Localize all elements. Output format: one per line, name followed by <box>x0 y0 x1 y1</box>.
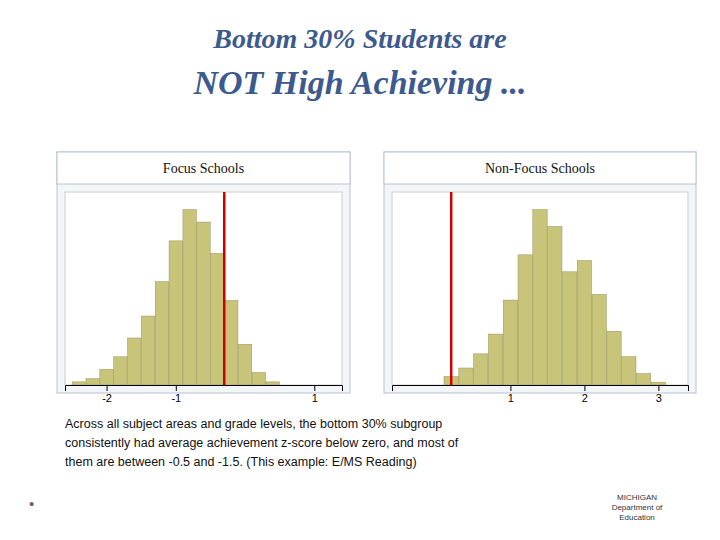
bar <box>562 272 576 385</box>
marks <box>72 192 279 385</box>
reference-line <box>223 192 226 385</box>
x-tick-mark <box>658 385 659 391</box>
x-axis-line <box>393 386 689 392</box>
x-tick-label: 1 <box>508 392 514 404</box>
bar <box>100 369 113 385</box>
bar <box>197 222 210 385</box>
x-tick-label: -2 <box>102 392 112 404</box>
plot-frame <box>392 192 688 385</box>
x-axis: -2 -1 1 <box>66 385 343 404</box>
bar <box>518 255 532 385</box>
bar <box>72 382 85 385</box>
x-tick: 3 <box>656 385 662 404</box>
x-tick-mark <box>107 385 108 391</box>
panel-title: Focus Schools <box>163 161 244 176</box>
title: Bottom 30% Students are NOT High Achievin… <box>192 23 526 101</box>
title-line: Bottom 30% Students are <box>212 23 506 54</box>
bar <box>266 382 279 385</box>
x-tick: 1 <box>312 385 318 404</box>
x-axis: 1 2 3 <box>393 385 689 404</box>
x-tick: 2 <box>582 385 588 404</box>
bar <box>224 300 237 385</box>
bullet: • <box>29 495 34 512</box>
bar <box>488 334 502 385</box>
x-tick: -1 <box>171 385 181 404</box>
bar <box>141 316 154 385</box>
description: Across all subject areas and grade level… <box>65 417 459 469</box>
annotation-line: Education <box>619 513 655 522</box>
bar <box>155 282 168 385</box>
bar <box>474 354 488 385</box>
x-tick-mark <box>176 385 177 391</box>
bar <box>252 372 265 385</box>
logo-text: MICHIGANDepartment ofEducation <box>612 493 663 522</box>
panel-box <box>384 152 696 393</box>
x-tick-mark <box>510 385 511 391</box>
annotation-line: consistently had average achievement z-s… <box>65 436 459 450</box>
bar <box>183 210 196 385</box>
marks <box>444 192 666 385</box>
bar <box>238 344 251 385</box>
panel: Focus Schools -2 -1 1 <box>57 152 350 404</box>
bar <box>636 374 650 385</box>
plot-frame <box>65 192 342 385</box>
bar <box>86 379 99 385</box>
x-tick: -2 <box>102 385 112 404</box>
bar <box>533 210 547 385</box>
panel: Non-Focus Schools 1 2 3 <box>384 152 696 404</box>
bar <box>114 357 127 385</box>
bar <box>459 368 473 385</box>
title-line: NOT High Achieving ... <box>192 64 526 101</box>
chart-root: Bottom 30% Students are NOT High Achievin… <box>0 0 720 540</box>
bar <box>211 253 224 385</box>
x-axis-line <box>66 386 343 392</box>
annotation-line: Across all subject areas and grade level… <box>65 417 442 431</box>
bar <box>577 260 591 385</box>
x-tick-label: 3 <box>656 392 662 404</box>
bar <box>651 382 665 385</box>
bar <box>607 331 621 385</box>
x-tick-label: -1 <box>171 392 181 404</box>
x-tick-mark <box>314 385 315 391</box>
panel-header <box>57 152 350 184</box>
x-tick-label: 2 <box>582 392 588 404</box>
bar <box>622 357 636 385</box>
panel-title: Non-Focus Schools <box>485 161 595 176</box>
bar <box>128 338 141 385</box>
annotation-line: them are between -0.5 and -1.5. (This ex… <box>65 455 417 469</box>
reference-line <box>450 192 453 385</box>
x-tick-label: 1 <box>312 392 318 404</box>
annotation-line: MICHIGAN <box>617 493 657 502</box>
panel-box <box>57 152 350 393</box>
bar <box>548 227 562 385</box>
annotation-line: • <box>29 495 34 512</box>
x-tick-mark <box>584 385 585 391</box>
bar <box>169 241 182 385</box>
bar <box>592 294 606 385</box>
bar <box>503 300 517 385</box>
panel-header <box>384 152 696 184</box>
x-tick: 1 <box>508 385 514 404</box>
annotation-line: Department of <box>612 503 663 512</box>
